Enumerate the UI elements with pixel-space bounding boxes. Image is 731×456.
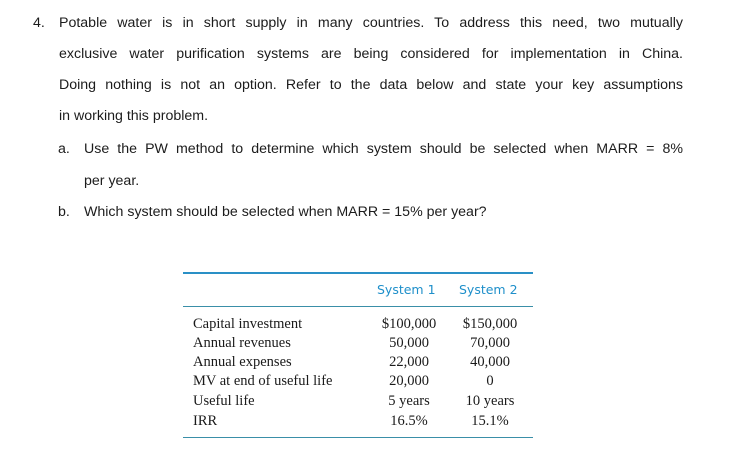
table-top-rule [183,272,533,274]
problem-line-1: Potable water is in short supply in many… [59,15,683,31]
part-a-line-1: Use the PW method to determine which sys… [84,141,683,157]
row-label: MV at end of useful life [193,373,333,389]
table-row: Capital investment $100,000 $150,000 [183,315,533,334]
column-header-system-2: System 2 [459,282,518,297]
system-1-value: 50,000 [389,335,429,351]
problem-number: 4. [33,15,45,31]
problem-line-3: Doing nothing is not an option. Refer to… [59,77,683,93]
system-1-value: 22,000 [389,354,429,370]
systems-data-table: System 1 System 2 Capital investment $10… [183,272,533,440]
table-row: IRR 16.5% 15.1% [183,412,533,431]
system-1-value: 16.5% [390,413,428,429]
system-2-value: 10 years [465,393,515,409]
table-bottom-rule [183,437,533,438]
row-label: Annual revenues [193,335,291,351]
column-header-system-1: System 1 [377,282,436,297]
system-2-value: $150,000 [462,316,518,332]
system-1-value: 20,000 [389,373,429,389]
system-1-value: $100,000 [381,316,437,332]
table-row: MV at end of useful life 20,000 0 [183,372,533,391]
part-a-line-2: per year. [84,173,140,189]
part-b-line-1: Which system should be selected when MAR… [84,204,487,220]
table-row: Annual expenses 22,000 40,000 [183,353,533,372]
part-b-marker: b. [58,204,70,220]
row-label: Capital investment [193,316,303,332]
row-label: IRR [193,413,218,429]
table-row: Useful life 5 years 10 years [183,392,533,411]
row-label: Useful life [193,393,255,409]
table-row: Annual revenues 50,000 70,000 [183,334,533,353]
system-2-value: 40,000 [470,354,510,370]
problem-line-4: in working this problem. [59,108,209,124]
system-2-value: 0 [486,373,494,389]
system-1-value: 5 years [388,393,430,409]
problem-line-2: exclusive water purification systems are… [59,46,683,62]
row-label: Annual expenses [193,354,292,370]
table-header-rule [183,306,533,307]
system-2-value: 70,000 [470,335,510,351]
system-2-value: 15.1% [471,413,509,429]
part-a-marker: a. [58,141,70,157]
